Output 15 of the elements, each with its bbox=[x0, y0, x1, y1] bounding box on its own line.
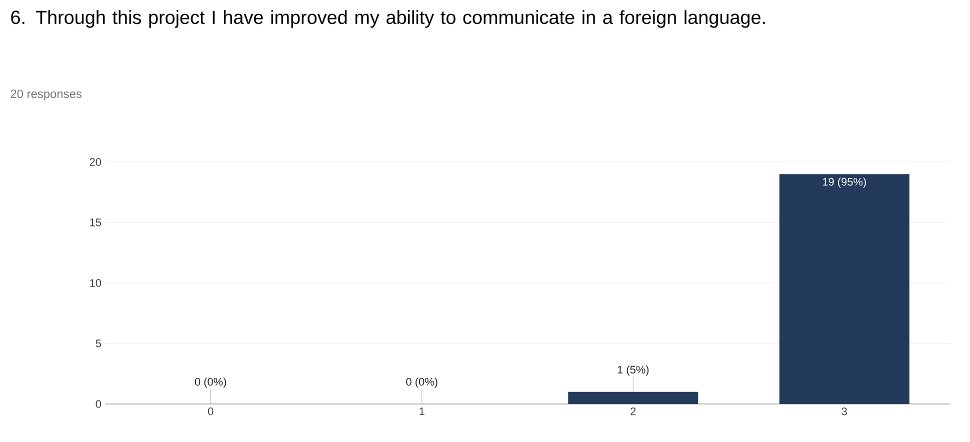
data-label: 19 (95%) bbox=[822, 178, 866, 188]
y-tick-label: 5 bbox=[96, 340, 102, 348]
y-tick-label: 20 bbox=[90, 158, 102, 166]
y-tick-label: 15 bbox=[90, 218, 102, 226]
y-tick-label: 0 bbox=[96, 400, 102, 408]
chart-title: 6. Through this project I have improved my ability to communicate in a foreign language. bbox=[11, 10, 765, 28]
data-label: 1 (5%) bbox=[618, 365, 649, 376]
chart-subtitle: 20 responses bbox=[10, 90, 82, 100]
x-tick-label: 3 bbox=[842, 408, 847, 416]
y-tick-label: 10 bbox=[90, 279, 102, 287]
x-tick-label: 2 bbox=[630, 408, 636, 416]
x-tick-label: 1 bbox=[420, 408, 424, 416]
x-tick-label: 0 bbox=[208, 408, 214, 416]
data-label: 0 (0%) bbox=[406, 378, 438, 388]
data-label: 0 (0%) bbox=[194, 378, 226, 388]
